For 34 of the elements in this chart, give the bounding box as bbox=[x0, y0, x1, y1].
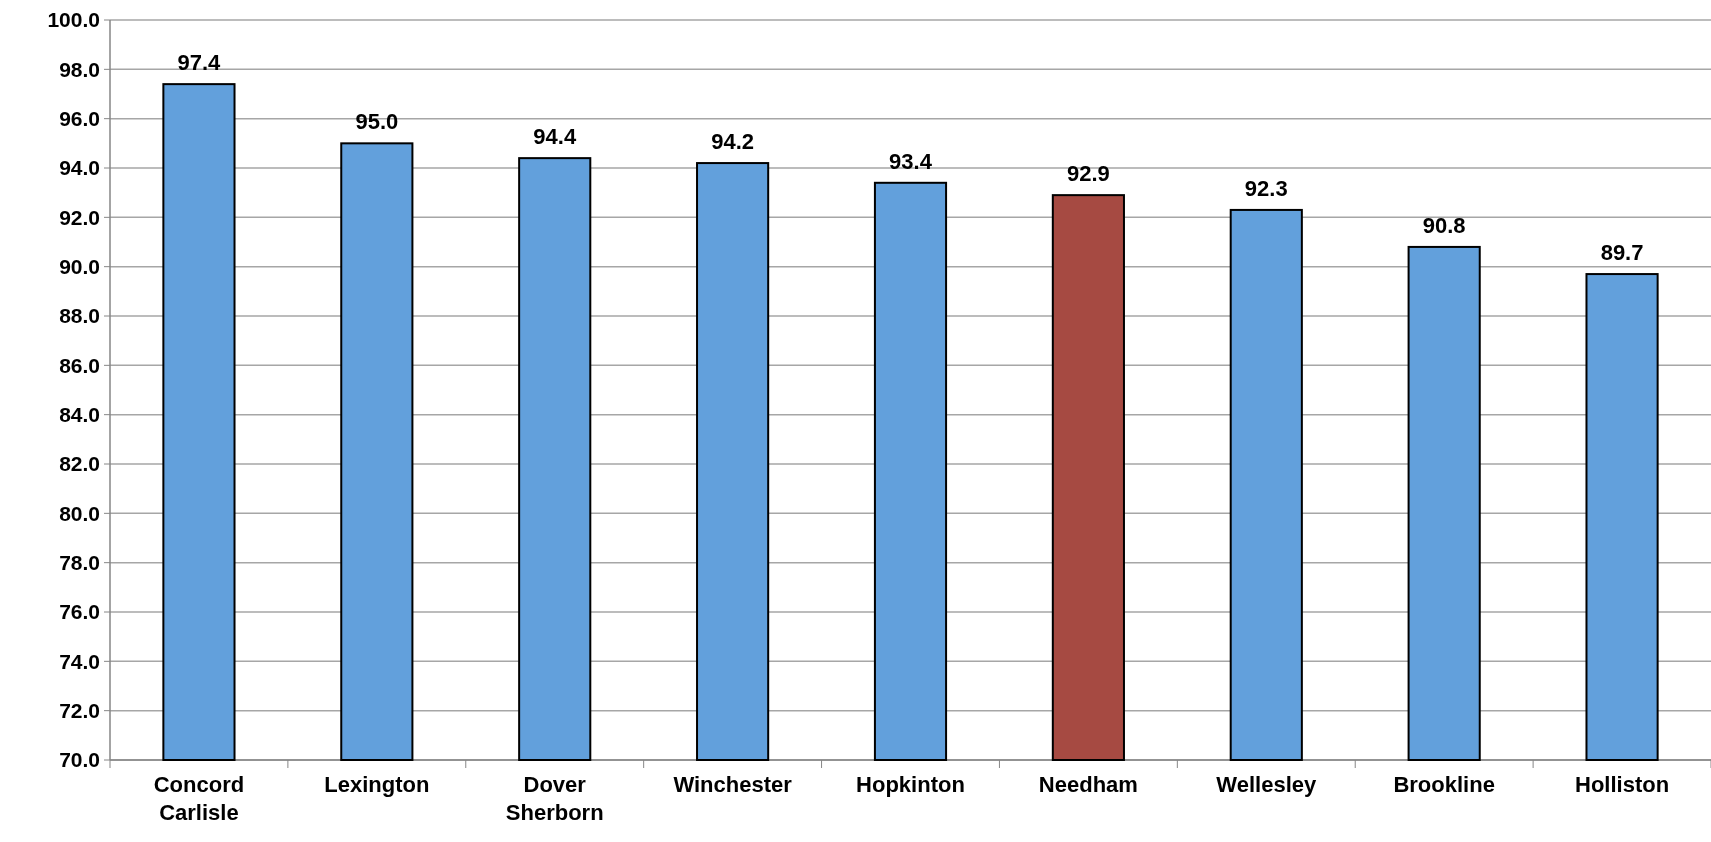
data-label: 95.0 bbox=[355, 109, 399, 135]
y-tick-label: 72.0 bbox=[59, 699, 100, 723]
y-tick-label: 80.0 bbox=[59, 501, 100, 525]
data-label: 89.7 bbox=[1600, 240, 1644, 266]
data-label: 92.3 bbox=[1244, 175, 1288, 201]
data-label: 94.4 bbox=[533, 124, 577, 150]
x-tick-label: Dover Sherborn bbox=[505, 772, 604, 825]
y-tick-label: 88.0 bbox=[59, 304, 100, 328]
y-tick-label: 86.0 bbox=[59, 353, 100, 377]
y-tick-label: 70.0 bbox=[59, 748, 100, 772]
data-label: 93.4 bbox=[889, 148, 933, 174]
x-tick-label: Wellesley bbox=[1216, 772, 1317, 797]
x-tick-label: Brookline bbox=[1393, 772, 1495, 797]
x-tick-label: Needham bbox=[1038, 772, 1138, 797]
y-tick-label: 92.0 bbox=[59, 205, 100, 229]
x-tick-label: Holliston bbox=[1575, 772, 1670, 797]
y-tick-label: 76.0 bbox=[59, 600, 100, 624]
y-tick-label: 82.0 bbox=[59, 452, 100, 476]
data-label: 94.2 bbox=[711, 129, 755, 155]
data-label: 97.4 bbox=[177, 50, 222, 76]
y-tick-label: 100.0 bbox=[47, 8, 100, 32]
y-tick-label: 78.0 bbox=[59, 551, 100, 575]
y-tick-label: 84.0 bbox=[59, 403, 100, 427]
y-tick-label: 98.0 bbox=[59, 57, 100, 81]
x-tick-label: Lexington bbox=[324, 772, 430, 797]
x-tick-label: Winchester bbox=[673, 772, 793, 797]
y-tick-label: 94.0 bbox=[59, 156, 100, 180]
data-label: 92.9 bbox=[1066, 161, 1110, 187]
y-tick-label: 90.0 bbox=[59, 255, 100, 279]
x-tick-label: Concord Carlisle bbox=[153, 772, 245, 825]
data-label: 90.8 bbox=[1422, 212, 1466, 238]
x-tick-label: Hopkinton bbox=[856, 772, 965, 797]
y-tick-label: 74.0 bbox=[59, 649, 100, 673]
y-tick-label: 96.0 bbox=[59, 107, 100, 131]
